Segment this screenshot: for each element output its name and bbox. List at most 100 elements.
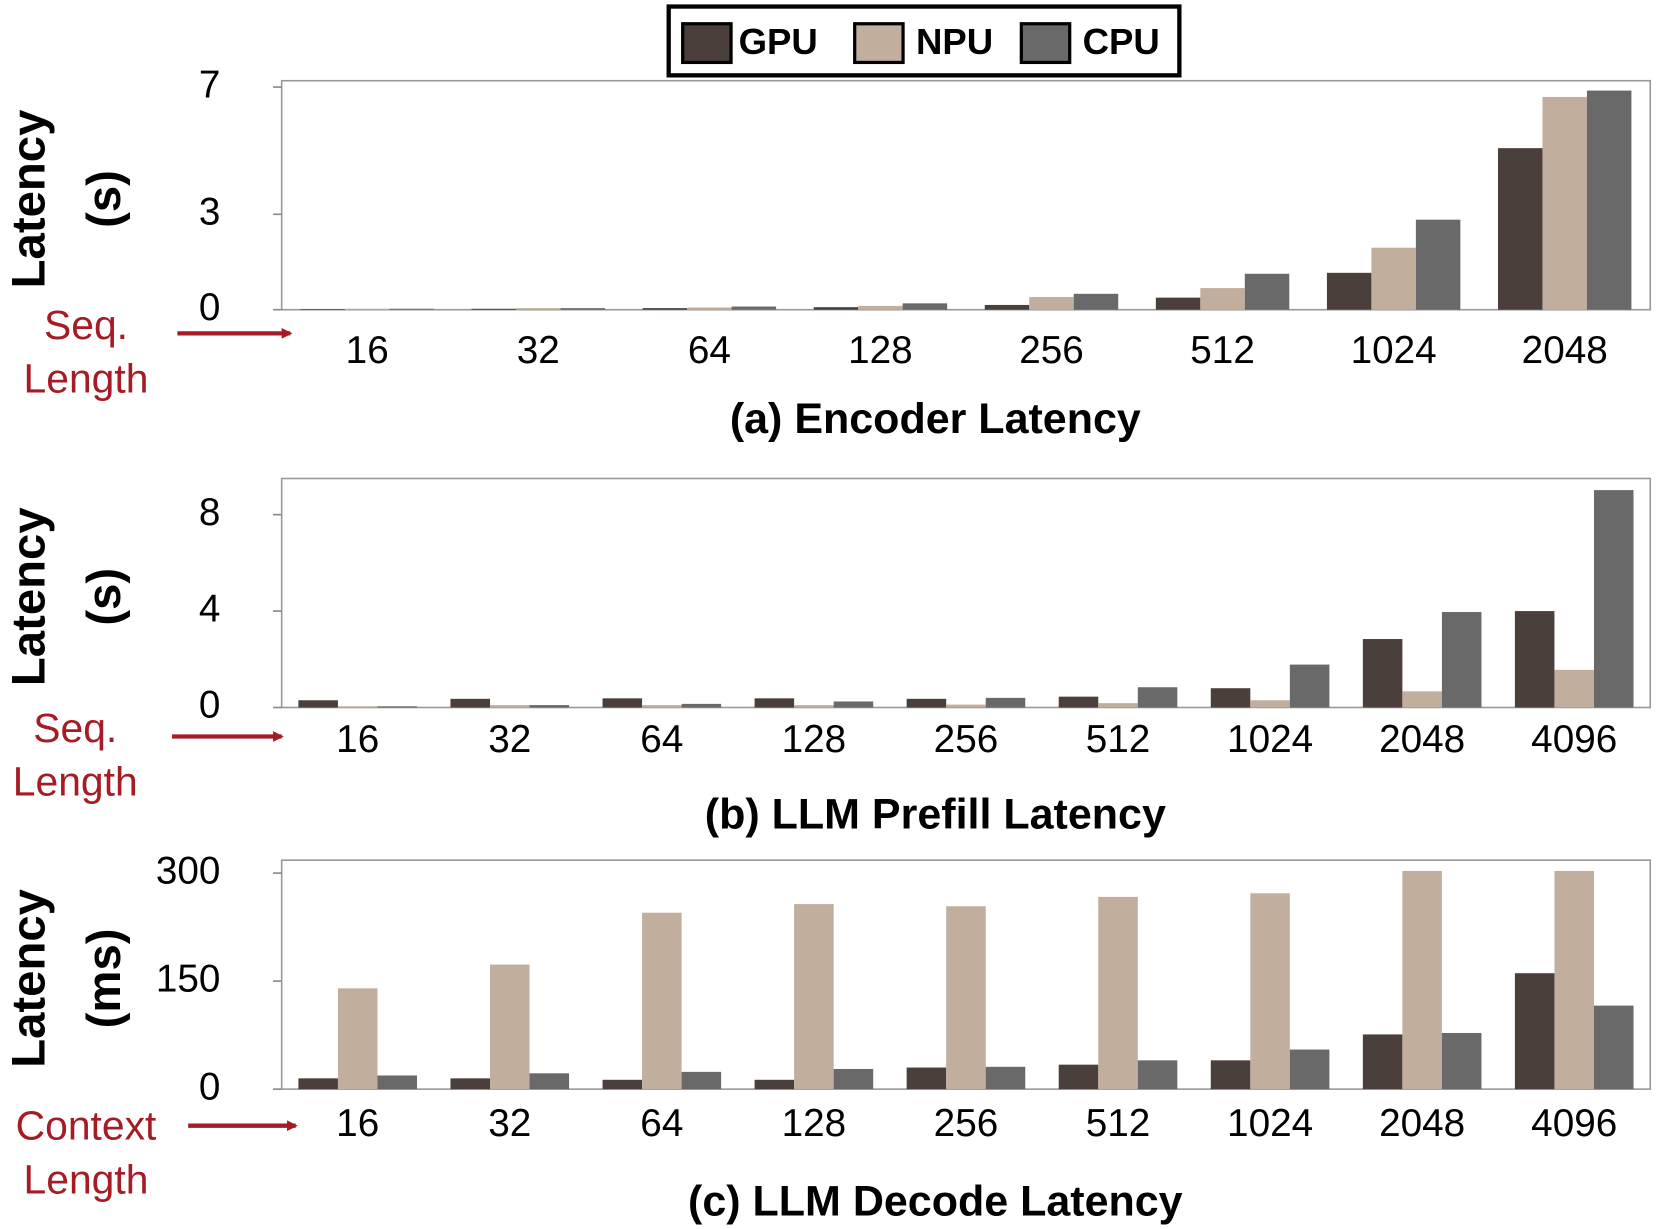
y-tick-label: 300 <box>156 849 221 892</box>
bar <box>794 705 834 708</box>
bar <box>681 1071 722 1090</box>
x-tick-label: 256 <box>934 718 999 761</box>
bar <box>529 705 570 708</box>
bar <box>1289 664 1330 708</box>
bar <box>1362 1034 1403 1090</box>
bar <box>471 308 517 310</box>
bar <box>984 304 1030 310</box>
x-tick-label: 256 <box>1019 329 1084 372</box>
y-axis-label: Latency <box>3 109 56 288</box>
bar <box>1250 700 1290 708</box>
x-tick-label: 1024 <box>1351 329 1437 372</box>
y-axis-label: Latency <box>3 888 56 1067</box>
x-tick-label: 32 <box>517 329 560 372</box>
bar <box>1497 148 1543 310</box>
x-tick-label: 16 <box>336 1102 379 1145</box>
legend-swatch <box>853 22 905 65</box>
bar <box>902 303 948 310</box>
x-tick-label: 64 <box>640 1102 683 1145</box>
x-annotation: Seq. <box>33 705 117 751</box>
bar <box>1029 296 1074 310</box>
bar <box>377 1075 418 1090</box>
bar <box>489 705 530 708</box>
bar <box>1402 870 1442 1090</box>
x-tick-label: 128 <box>848 329 913 372</box>
y-axis-label: (s) <box>78 170 131 228</box>
y-tick-label: 8 <box>199 491 221 534</box>
bar <box>1073 293 1119 310</box>
chart-title: (b) LLM Prefill Latency <box>705 791 1166 839</box>
bar <box>687 307 732 310</box>
x-tick-label: 64 <box>640 718 683 761</box>
bar <box>1155 297 1201 310</box>
bar <box>731 306 777 310</box>
bar <box>1058 696 1099 708</box>
y-axis-label: Latency <box>3 507 56 686</box>
chart-title: (a) Encoder Latency <box>730 395 1141 443</box>
bar <box>1514 611 1555 708</box>
bar <box>858 305 903 310</box>
bar <box>1098 703 1138 708</box>
bar <box>754 698 795 708</box>
bar <box>906 1067 947 1090</box>
legend-swatch <box>681 22 733 65</box>
bar <box>1210 688 1251 708</box>
legend-label: CPU <box>1083 21 1160 62</box>
bar <box>754 1079 795 1090</box>
x-tick-label: 16 <box>346 329 389 372</box>
bar <box>337 988 378 1090</box>
x-tick-label: 128 <box>782 718 847 761</box>
bar <box>1210 1060 1251 1090</box>
bar <box>298 1078 338 1090</box>
bar <box>1415 219 1461 310</box>
bar <box>833 1068 874 1090</box>
y-tick-label: 0 <box>199 286 221 329</box>
bar <box>560 308 605 310</box>
legend-swatch <box>1019 22 1072 65</box>
bar <box>813 307 859 310</box>
bar <box>1593 490 1634 708</box>
x-tick-label: 512 <box>1086 718 1151 761</box>
x-tick-label: 2048 <box>1379 1102 1465 1145</box>
y-tick-label: 3 <box>199 191 221 234</box>
x-tick-label: 64 <box>688 329 731 372</box>
bar <box>1554 870 1594 1090</box>
x-tick-label: 256 <box>934 1102 999 1145</box>
y-axis-label: (ms) <box>78 928 131 1028</box>
x-tick-label: 128 <box>782 1102 847 1145</box>
bar <box>516 308 561 310</box>
bar <box>1289 1049 1330 1090</box>
bar <box>450 698 490 708</box>
bar <box>1250 893 1290 1090</box>
bar <box>985 1066 1026 1090</box>
bar <box>1326 272 1372 310</box>
x-annotation: Length <box>13 759 138 805</box>
bar <box>1058 1064 1099 1090</box>
x-tick-label: 1024 <box>1227 718 1313 761</box>
y-tick-label: 0 <box>199 684 221 727</box>
x-annotation: Length <box>24 1156 149 1202</box>
bar <box>1554 669 1594 708</box>
x-tick-label: 4096 <box>1531 718 1617 761</box>
bar <box>602 698 643 708</box>
legend-box <box>666 4 1182 78</box>
bar <box>906 698 947 708</box>
x-annotation: Context <box>16 1103 157 1149</box>
x-tick-label: 2048 <box>1379 718 1465 761</box>
bar <box>1441 612 1482 708</box>
x-tick-label: 32 <box>488 1102 531 1145</box>
y-axis-label: (s) <box>78 568 131 626</box>
x-tick-label: 16 <box>336 718 379 761</box>
bar <box>1441 1032 1482 1090</box>
legend-label: NPU <box>916 21 993 62</box>
bar <box>389 308 434 310</box>
plot-frame <box>280 79 1652 311</box>
bar <box>1514 973 1555 1090</box>
bar <box>1593 1005 1634 1090</box>
bar <box>377 706 418 708</box>
bar <box>1137 1060 1178 1090</box>
y-tick-label: 4 <box>199 587 221 630</box>
bar <box>985 697 1026 708</box>
bar <box>681 703 722 708</box>
